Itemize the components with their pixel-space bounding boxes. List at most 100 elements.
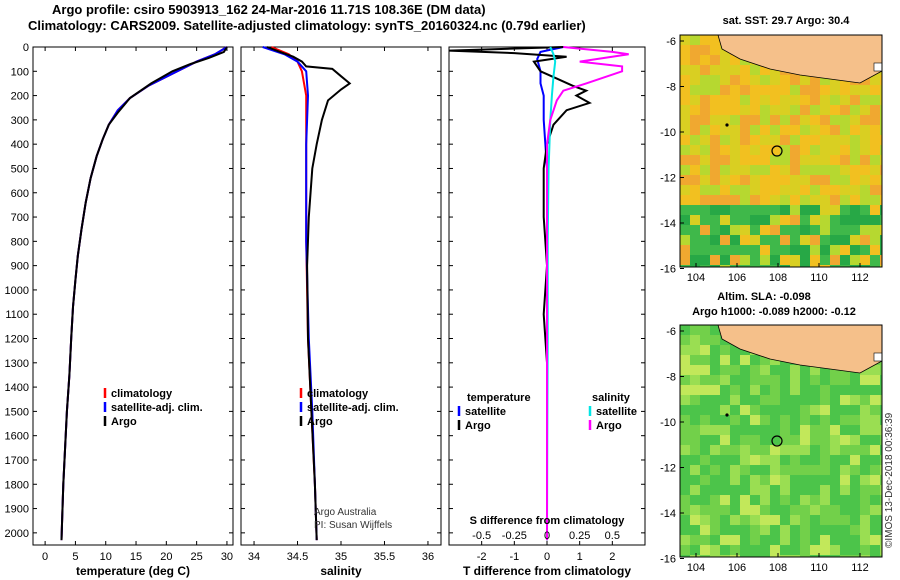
map-frame — [679, 34, 883, 268]
map-cell — [780, 475, 790, 485]
map-cell — [820, 515, 830, 525]
x-tick-label: -2 — [477, 551, 487, 563]
map-cell — [690, 435, 700, 445]
map-cell — [850, 505, 860, 515]
map-cell — [690, 355, 700, 365]
map-cell — [830, 115, 840, 125]
map-cell — [810, 135, 820, 145]
map-cell — [690, 265, 700, 267]
map-cell — [690, 175, 700, 185]
map-cell — [720, 65, 730, 75]
map-cell — [810, 515, 820, 525]
map-cell — [880, 195, 882, 205]
map-cell — [880, 555, 882, 557]
map-cell — [790, 475, 800, 485]
map-cell — [720, 245, 730, 255]
map-cell — [680, 235, 690, 245]
map-cell — [690, 115, 700, 125]
map-cell — [790, 365, 800, 375]
legend-label: satellite-adj. clim. — [307, 402, 399, 414]
map-cell — [680, 395, 690, 405]
map-cell — [720, 375, 730, 385]
series-line — [266, 46, 352, 541]
y-tick-label: 1800 — [5, 479, 29, 491]
map-cell — [680, 485, 690, 495]
map-cell — [870, 415, 880, 425]
map-cell — [830, 405, 840, 415]
map-cell — [870, 555, 880, 557]
map-cell — [790, 465, 800, 475]
top-tick-label: 0 — [544, 530, 550, 542]
credit-annotation: PI: Susan Wijffels — [314, 520, 392, 531]
x-tick-label: 0 — [544, 551, 550, 563]
map-cell — [690, 405, 700, 415]
map-cell — [810, 85, 820, 95]
map-cell — [830, 415, 840, 425]
map-cell — [880, 95, 882, 105]
map-cell — [810, 115, 820, 125]
map-cell — [770, 85, 780, 95]
map-cell — [770, 175, 780, 185]
y-tick-label: -12 — [660, 463, 676, 475]
map-cell — [810, 375, 820, 385]
y-tick-label: -6 — [666, 36, 676, 48]
map-cell — [860, 445, 870, 455]
map-cell — [880, 455, 882, 465]
map-cell — [840, 545, 850, 555]
map-cell — [710, 165, 720, 175]
map-cell — [710, 215, 720, 225]
map-cell — [720, 535, 730, 545]
map-cell — [840, 255, 850, 265]
map-cell — [770, 485, 780, 495]
map-cell — [790, 215, 800, 225]
map-cell — [830, 495, 840, 505]
map-cell — [710, 85, 720, 95]
y-tick-label: -8 — [666, 372, 676, 384]
map-cell — [700, 355, 710, 365]
map-cell — [830, 165, 840, 175]
map-cell — [770, 445, 780, 455]
map-cell — [860, 125, 870, 135]
map-cell — [780, 205, 790, 215]
x-tick-label: 20 — [160, 551, 172, 563]
map-cell — [880, 255, 882, 265]
map-cell — [740, 235, 750, 245]
map-cell — [690, 415, 700, 425]
map-cell — [740, 535, 750, 545]
map-cell — [840, 405, 850, 415]
map-cell — [710, 395, 720, 405]
map-cell — [790, 545, 800, 555]
map-cell — [690, 525, 700, 535]
map-cell — [790, 255, 800, 265]
map-cell — [810, 95, 820, 105]
plot-frame — [240, 46, 442, 546]
map-cell — [750, 525, 760, 535]
map-cell — [790, 125, 800, 135]
map-cell — [680, 495, 690, 505]
map-cell — [820, 195, 830, 205]
map-cell — [730, 85, 740, 95]
map-cell — [800, 255, 810, 265]
map-cell — [840, 435, 850, 445]
map-cell — [680, 215, 690, 225]
map-cell — [770, 425, 780, 435]
map-cell — [780, 445, 790, 455]
map-cell — [870, 85, 880, 95]
legend-label: climatology — [111, 388, 173, 400]
map-cell — [770, 495, 780, 505]
map-cell — [710, 515, 720, 525]
y-tick-label: 900 — [11, 261, 29, 273]
map-sla-title-line2: Argo h1000: -0.089 h2000: -0.12 — [692, 306, 856, 318]
map-cell — [700, 65, 710, 75]
map-cell — [790, 385, 800, 395]
map-cell — [820, 185, 830, 195]
map-cell — [720, 445, 730, 455]
map-cell — [740, 395, 750, 405]
map-sla-title-line1: Altim. SLA: -0.098 — [717, 291, 811, 303]
map-cell — [710, 95, 720, 105]
map-cell — [880, 375, 882, 385]
map-cell — [750, 415, 760, 425]
map-cell — [780, 455, 790, 465]
map-cell — [700, 505, 710, 515]
map-cell — [730, 555, 740, 557]
